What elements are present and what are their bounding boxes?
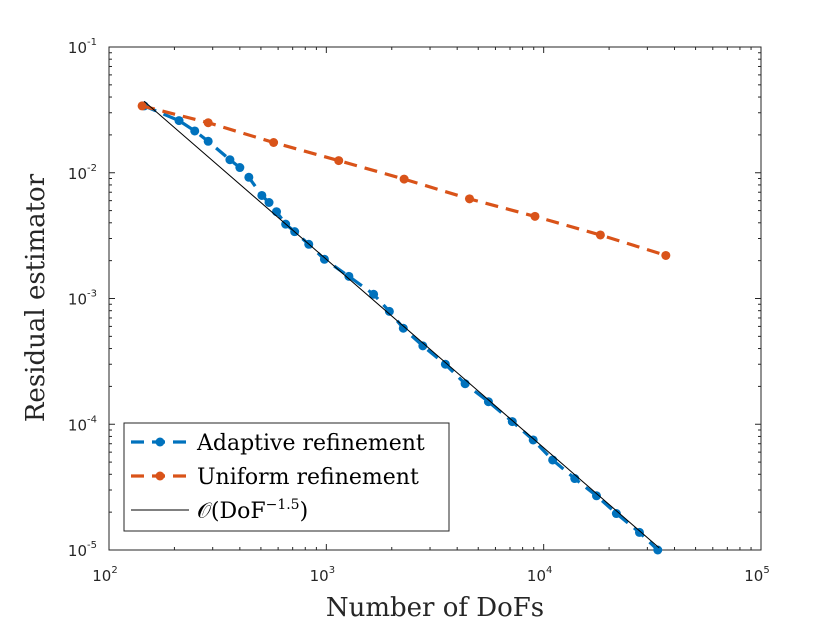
data-point [661, 250, 671, 260]
data-point [530, 211, 540, 221]
data-point [190, 126, 200, 136]
data-point [264, 197, 274, 207]
y-tick-label: 10-5 [68, 540, 97, 560]
data-point [334, 156, 344, 166]
data-point [440, 359, 450, 369]
legend-marker [155, 471, 165, 481]
axis-ticks [108, 46, 762, 551]
series-2 [143, 100, 660, 549]
x-tick-label: 105 [744, 565, 769, 585]
y-tick-label: 10-1 [68, 37, 97, 57]
data-point [611, 509, 621, 519]
data-point [369, 289, 379, 299]
data-point [235, 163, 245, 173]
x-axis-label: Number of DoFs [326, 593, 544, 623]
legend-item: Uniform refinement [131, 465, 419, 490]
data-point [595, 230, 605, 240]
data-point [528, 435, 538, 445]
data-point [591, 491, 601, 501]
data-point [203, 118, 213, 128]
series-layer [137, 100, 671, 555]
legend-marker [155, 437, 165, 447]
data-point [203, 136, 213, 146]
x-tick-label: 103 [310, 565, 335, 585]
data-point [174, 116, 184, 126]
y-tick-label: 10-3 [68, 289, 97, 309]
x-tick-label: 104 [527, 565, 552, 585]
data-point [269, 138, 279, 148]
axis-tick-labels: 102 103 104 105 10-5 10-4 10-3 10-2 10-1 [68, 37, 770, 585]
data-point [257, 190, 267, 200]
legend: Adaptive refinement Uniform refinement 𝒪(D… [123, 422, 450, 532]
data-point [483, 397, 493, 407]
legend-item: Adaptive refinement [131, 431, 425, 456]
legend-item: 𝒪(DoF−1.5) [131, 497, 308, 524]
legend-label: Adaptive refinement [196, 431, 425, 456]
data-point [398, 323, 408, 333]
data-point [460, 379, 470, 389]
data-point [137, 101, 147, 111]
data-point [225, 155, 235, 165]
data-point [399, 174, 409, 184]
data-point [570, 474, 580, 484]
y-tick-label: 10-4 [68, 414, 97, 434]
data-point [272, 207, 282, 217]
data-point [634, 527, 644, 537]
series-line [141, 104, 667, 257]
data-point [548, 455, 558, 465]
y-tick-label: 10-2 [68, 163, 97, 183]
y-axis-label: Residual estimator [21, 173, 51, 422]
data-point [418, 341, 428, 351]
data-point [344, 271, 354, 281]
x-tick-label: 102 [92, 565, 117, 585]
data-point [653, 545, 663, 555]
data-point [384, 306, 394, 316]
data-point [319, 254, 329, 264]
series-line [143, 100, 660, 549]
data-point [507, 417, 517, 427]
series-1 [137, 101, 671, 260]
data-point [244, 172, 254, 182]
legend-label: Uniform refinement [197, 465, 419, 490]
legend-label: 𝒪(DoF−1.5) [197, 497, 308, 524]
data-point [465, 194, 475, 204]
